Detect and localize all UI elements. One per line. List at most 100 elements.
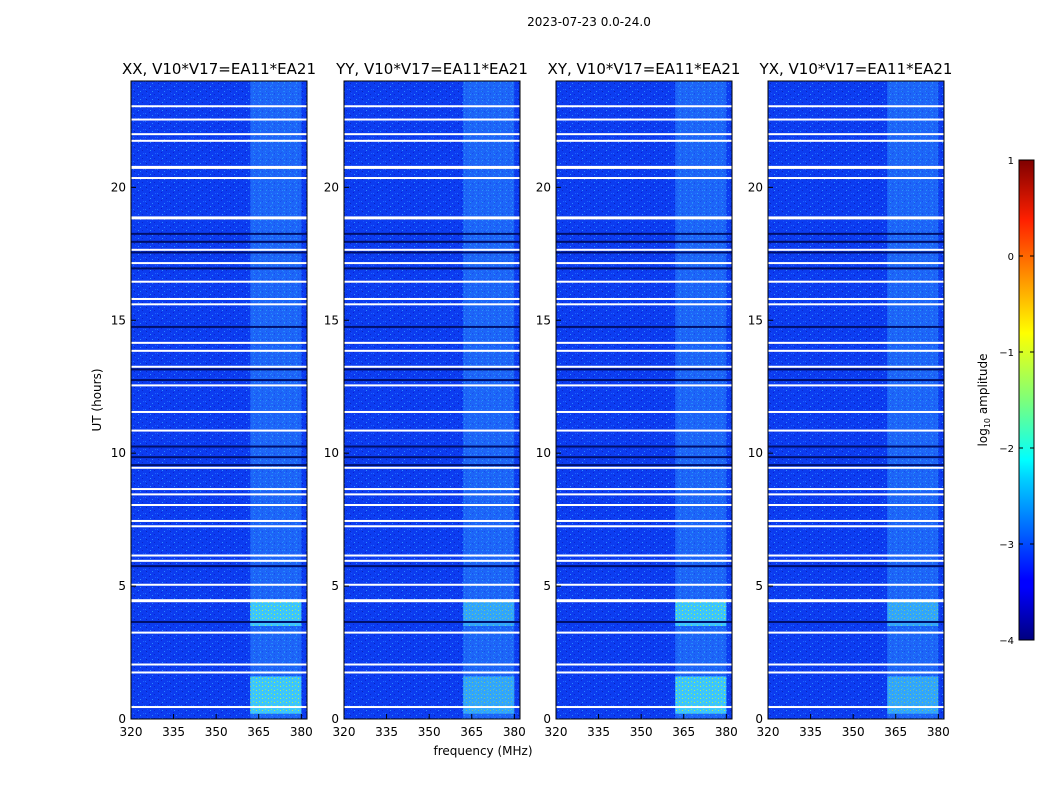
dark-row xyxy=(556,232,732,235)
flagged-row xyxy=(131,554,307,557)
flagged-row xyxy=(131,559,307,562)
flagged-row xyxy=(131,525,307,528)
flagged-row xyxy=(556,133,732,136)
flagged-row xyxy=(344,349,520,352)
flagged-row xyxy=(131,706,307,709)
flagged-row xyxy=(344,165,520,169)
colorbar: 10−1−2−3−4 log10 amplitude xyxy=(976,156,1035,647)
flagged-row xyxy=(768,671,944,674)
flagged-row xyxy=(131,504,307,507)
dark-row xyxy=(768,232,944,235)
y-tick-label: 5 xyxy=(755,579,763,593)
flagged-row xyxy=(768,554,944,557)
x-tick-label: 380 xyxy=(290,725,313,739)
flagged-row xyxy=(556,631,732,634)
flagged-row xyxy=(131,671,307,674)
dark-row xyxy=(131,456,307,459)
flagged-row xyxy=(131,466,307,469)
y-tick-label: 10 xyxy=(536,446,551,460)
flagged-row xyxy=(556,349,732,352)
y-axis-label: UT (hours) xyxy=(90,368,104,431)
flagged-row xyxy=(556,165,732,169)
dark-row xyxy=(768,464,944,467)
flagged-row xyxy=(556,504,732,507)
flagged-row xyxy=(131,365,307,368)
flagged-row xyxy=(556,663,732,666)
flagged-row xyxy=(556,280,732,283)
flagged-row xyxy=(768,303,944,306)
dark-row xyxy=(131,620,307,623)
flagged-row xyxy=(556,519,732,522)
flagged-row xyxy=(768,384,944,387)
colorbar-label-prefix: log xyxy=(976,428,990,446)
flagged-row xyxy=(344,554,520,557)
rfi-hotspot xyxy=(250,676,302,714)
y-tick-label: 15 xyxy=(748,313,763,327)
flagged-row xyxy=(344,303,520,306)
dark-row xyxy=(768,251,944,254)
dark-row xyxy=(344,240,520,243)
flagged-row xyxy=(768,248,944,251)
flagged-row xyxy=(768,410,944,413)
flagged-row xyxy=(768,118,944,121)
dark-row xyxy=(556,456,732,459)
panels-group: 320 335 350 365 380 0 5 10 15 20 XX, V10*V17=EA11*… xyxy=(111,60,953,739)
flagged-row xyxy=(131,488,307,491)
flagged-row xyxy=(131,583,307,586)
x-tick-label: 335 xyxy=(162,725,185,739)
panel-title: XX, V10*V17=EA11*EA21 xyxy=(122,60,316,78)
dark-row xyxy=(344,620,520,623)
flagged-row xyxy=(131,349,307,352)
x-tick-label: 320 xyxy=(545,725,568,739)
dark-row xyxy=(768,267,944,270)
dark-row xyxy=(131,379,307,382)
dark-row xyxy=(131,445,307,448)
colorbar-tick-label: −2 xyxy=(999,444,1014,455)
flagged-row xyxy=(131,216,307,220)
axes-frame xyxy=(130,80,308,720)
dark-row xyxy=(768,456,944,459)
colorbar-label: log10 amplitude xyxy=(976,354,992,447)
flagged-row xyxy=(344,365,520,368)
y-tick-label: 20 xyxy=(111,180,126,194)
flagged-row xyxy=(556,365,732,368)
colorbar-tick-label: −4 xyxy=(999,636,1014,647)
dark-row xyxy=(131,240,307,243)
figure-suptitle: 2023-07-23 0.0-24.0 xyxy=(527,15,651,29)
panel-xx: 320 335 350 365 380 0 5 10 15 20 XX, V10*V17=EA11*… xyxy=(111,60,316,739)
flagged-row xyxy=(344,504,520,507)
flagged-row xyxy=(768,504,944,507)
flagged-row xyxy=(131,631,307,634)
flagged-row xyxy=(556,525,732,528)
flagged-row xyxy=(556,466,732,469)
flagged-row xyxy=(344,118,520,121)
flagged-row xyxy=(344,466,520,469)
panel-title: XY, V10*V17=EA11*EA21 xyxy=(548,60,741,78)
flagged-row xyxy=(556,410,732,413)
flagged-row xyxy=(131,303,307,306)
flagged-row xyxy=(768,297,944,300)
x-axis-label: frequency (MHz) xyxy=(433,744,532,758)
flagged-row xyxy=(768,216,944,220)
y-tick-label: 15 xyxy=(536,313,551,327)
flagged-row xyxy=(131,341,307,344)
y-tick-label: 5 xyxy=(118,579,126,593)
colorbar-tick-label: 1 xyxy=(1008,156,1014,167)
flagged-row xyxy=(768,525,944,528)
flagged-row xyxy=(131,519,307,522)
colorbar-tick-label: 0 xyxy=(1008,252,1014,263)
flagged-row xyxy=(768,165,944,169)
flagged-row xyxy=(131,429,307,432)
flagged-row xyxy=(131,262,307,265)
flagged-row xyxy=(556,341,732,344)
flagged-row xyxy=(768,139,944,142)
flagged-row xyxy=(344,105,520,108)
flagged-row xyxy=(556,248,732,251)
panel-xy: 320 335 350 365 380 0 5 10 15 20 XY, V10*V17=EA11*… xyxy=(536,60,741,739)
flagged-row xyxy=(344,631,520,634)
x-tick-label: 365 xyxy=(884,725,907,739)
flagged-row xyxy=(344,280,520,283)
dark-row xyxy=(768,368,944,371)
dark-row xyxy=(344,232,520,235)
flagged-row xyxy=(556,384,732,387)
